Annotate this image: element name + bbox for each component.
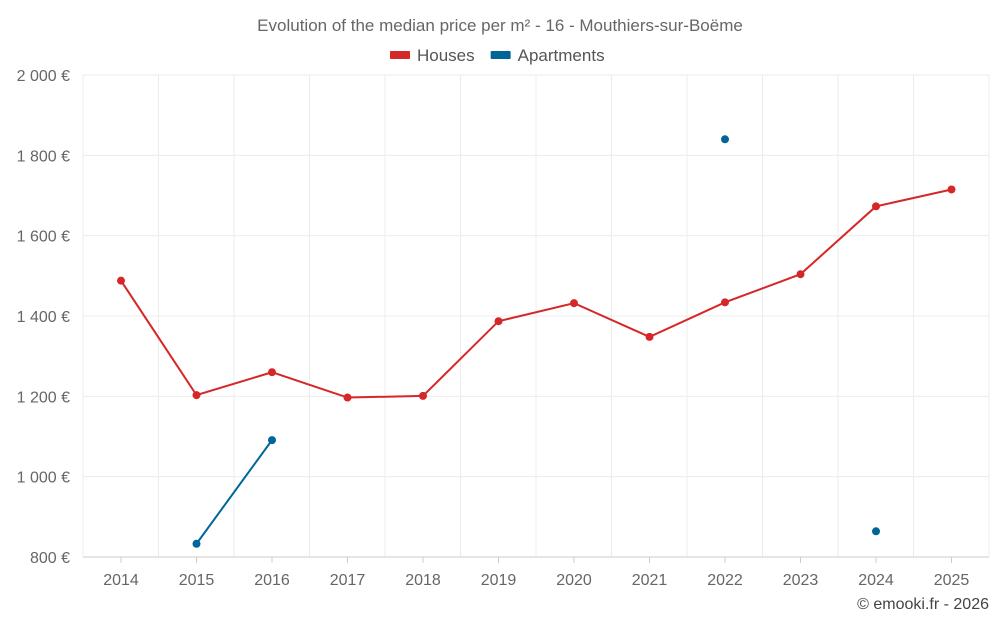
y-tick-label: 1 200 € xyxy=(17,389,70,406)
apartments-point[interactable] xyxy=(872,527,880,536)
x-tick-label: 2025 xyxy=(934,572,970,589)
x-tick-label: 2020 xyxy=(556,572,592,589)
y-tick-label: 1 600 € xyxy=(17,229,70,246)
x-tick-label: 2018 xyxy=(405,572,441,589)
x-tick-label: 2022 xyxy=(707,572,743,589)
houses-point[interactable] xyxy=(947,185,956,194)
apartments-point[interactable] xyxy=(192,539,201,548)
x-tick-label: 2021 xyxy=(632,572,668,589)
x-tick-label: 2023 xyxy=(783,572,819,589)
x-tick-label: 2016 xyxy=(254,572,290,589)
y-tick-label: 1 400 € xyxy=(17,309,70,326)
x-tick-label: 2017 xyxy=(330,572,366,589)
y-tick-label: 800 € xyxy=(30,550,70,567)
houses-point[interactable] xyxy=(796,270,805,279)
legend-item-apartments[interactable]: Apartments xyxy=(490,46,605,65)
apartments-point[interactable] xyxy=(268,436,276,445)
houses-point[interactable] xyxy=(872,202,880,211)
credit-text: © emooki.fr - 2026 xyxy=(857,596,989,613)
y-tick-label: 1 000 € xyxy=(17,470,70,487)
y-tick-label: 1 800 € xyxy=(17,148,70,165)
apartments-point[interactable] xyxy=(721,135,729,144)
legend: Houses Apartments xyxy=(390,46,605,65)
grid xyxy=(82,74,990,557)
houses-point[interactable] xyxy=(117,276,125,285)
series-layer xyxy=(117,135,956,548)
x-tick-label: 2015 xyxy=(179,572,215,589)
x-tick-label: 2014 xyxy=(103,572,139,589)
apartments-series-line xyxy=(195,439,273,545)
axes: 800 € 1 000 € 1 200 € 1 400 € 1 600 € 1 800 €… xyxy=(17,68,989,589)
houses-point[interactable] xyxy=(192,391,201,400)
houses-point[interactable] xyxy=(570,299,578,308)
legend-swatch xyxy=(490,51,511,59)
x-tick-label: 2024 xyxy=(858,572,894,589)
legend-label: Houses xyxy=(417,46,475,65)
houses-point[interactable] xyxy=(494,317,503,326)
chart-title: Evolution of the median price per m² - 1… xyxy=(257,16,743,35)
legend-item-houses[interactable]: Houses xyxy=(390,46,475,65)
houses-point[interactable] xyxy=(645,332,654,341)
x-tick-label: 2019 xyxy=(481,572,517,589)
houses-series-line xyxy=(120,188,952,399)
houses-point[interactable] xyxy=(419,391,427,400)
legend-label: Apartments xyxy=(518,46,605,65)
legend-swatch xyxy=(390,51,410,59)
houses-point[interactable] xyxy=(721,298,729,307)
houses-point[interactable] xyxy=(268,368,276,377)
houses-point[interactable] xyxy=(343,393,352,402)
y-tick-label: 2 000 € xyxy=(17,68,70,85)
